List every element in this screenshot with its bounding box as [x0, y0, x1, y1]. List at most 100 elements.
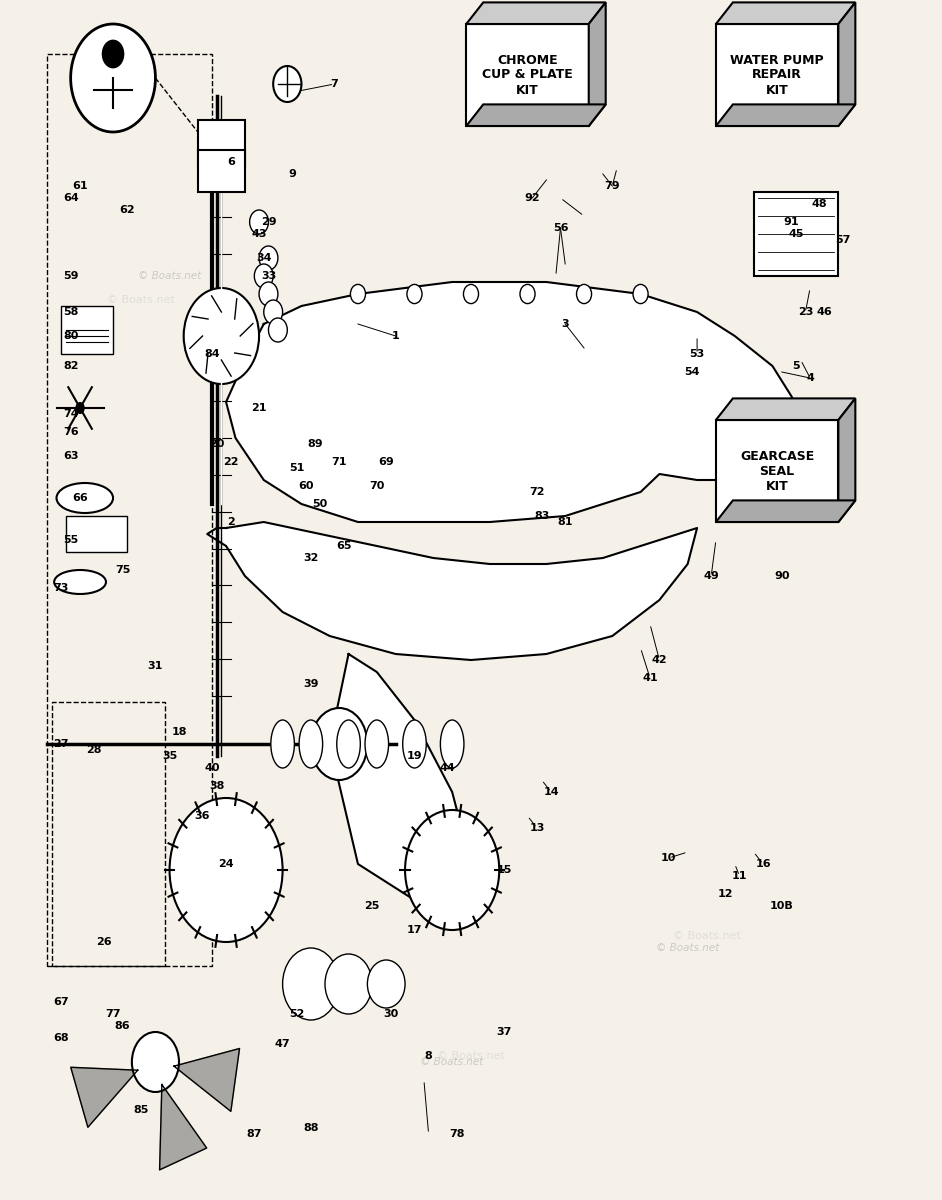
Text: © Boats.net: © Boats.net: [107, 295, 175, 305]
Text: 76: 76: [63, 427, 78, 437]
Text: 56: 56: [553, 223, 568, 233]
Text: 46: 46: [817, 307, 832, 317]
Text: 17: 17: [407, 925, 422, 935]
Bar: [754, 192, 838, 276]
Text: 59: 59: [63, 271, 78, 281]
Text: 63: 63: [63, 451, 78, 461]
Text: 65: 65: [336, 541, 351, 551]
Text: GEARCASE
SEAL
KIT: GEARCASE SEAL KIT: [740, 450, 814, 492]
Text: 5: 5: [792, 361, 800, 371]
Text: 68: 68: [54, 1033, 69, 1043]
Text: 10B: 10B: [770, 901, 794, 911]
Text: 72: 72: [529, 487, 544, 497]
Text: © Boats.net: © Boats.net: [420, 1057, 484, 1067]
Polygon shape: [466, 104, 606, 126]
Text: 47: 47: [275, 1039, 290, 1049]
Text: 91: 91: [784, 217, 799, 227]
Text: 37: 37: [496, 1027, 512, 1037]
Text: 32: 32: [303, 553, 318, 563]
Circle shape: [259, 246, 278, 270]
Bar: [198, 120, 245, 168]
Bar: [66, 516, 127, 552]
Circle shape: [132, 1032, 179, 1092]
Text: 83: 83: [534, 511, 549, 521]
Polygon shape: [716, 104, 855, 126]
Bar: [61, 306, 113, 354]
Ellipse shape: [271, 720, 294, 768]
Ellipse shape: [55, 570, 106, 594]
Circle shape: [350, 284, 365, 304]
Text: 20: 20: [209, 439, 224, 449]
Text: 13: 13: [529, 823, 544, 833]
Text: 64: 64: [63, 193, 78, 203]
Text: 22: 22: [223, 457, 238, 467]
Text: © Boats.net: © Boats.net: [673, 931, 740, 941]
Text: 80: 80: [63, 331, 78, 341]
Text: 43: 43: [252, 229, 267, 239]
Text: 85: 85: [134, 1105, 149, 1115]
Text: 55: 55: [63, 535, 78, 545]
Text: 26: 26: [96, 937, 111, 947]
Text: 79: 79: [605, 181, 620, 191]
Ellipse shape: [337, 720, 360, 768]
Circle shape: [407, 284, 422, 304]
Circle shape: [633, 284, 648, 304]
Bar: [52, 702, 165, 966]
Bar: [198, 150, 245, 192]
Polygon shape: [71, 1067, 138, 1127]
Text: 6: 6: [227, 157, 235, 167]
Polygon shape: [716, 500, 855, 522]
Text: 41: 41: [642, 673, 658, 683]
Text: 4: 4: [806, 373, 814, 383]
Text: 29: 29: [261, 217, 276, 227]
Text: 34: 34: [256, 253, 271, 263]
Text: 92: 92: [525, 193, 540, 203]
Text: 42: 42: [652, 655, 667, 665]
Text: 51: 51: [289, 463, 304, 473]
Text: 1: 1: [392, 331, 399, 341]
Text: 61: 61: [73, 181, 88, 191]
Ellipse shape: [57, 482, 113, 514]
Text: © Boats.net: © Boats.net: [138, 271, 202, 281]
Text: 48: 48: [812, 199, 827, 209]
Polygon shape: [716, 420, 838, 522]
Circle shape: [405, 810, 499, 930]
Circle shape: [325, 954, 372, 1014]
Text: 16: 16: [755, 859, 771, 869]
Circle shape: [268, 318, 287, 342]
Text: © Boats.net: © Boats.net: [656, 943, 720, 953]
Text: 30: 30: [383, 1009, 398, 1019]
Text: 86: 86: [115, 1021, 130, 1031]
Text: WATER PUMP
REPAIR
KIT: WATER PUMP REPAIR KIT: [730, 54, 824, 96]
Text: 45: 45: [788, 229, 804, 239]
Text: 33: 33: [261, 271, 276, 281]
Text: 3: 3: [561, 319, 569, 329]
Polygon shape: [838, 2, 855, 126]
Text: 78: 78: [449, 1129, 464, 1139]
Circle shape: [75, 402, 85, 414]
Text: 35: 35: [162, 751, 177, 761]
Text: 24: 24: [219, 859, 234, 869]
Circle shape: [102, 40, 124, 68]
Text: 8: 8: [425, 1051, 432, 1061]
Text: 87: 87: [247, 1129, 262, 1139]
Text: © Boats.net: © Boats.net: [437, 1051, 505, 1061]
Text: 67: 67: [54, 997, 69, 1007]
Polygon shape: [589, 2, 606, 126]
Text: 11: 11: [732, 871, 747, 881]
Text: 81: 81: [558, 517, 573, 527]
Text: 58: 58: [63, 307, 78, 317]
Circle shape: [71, 24, 155, 132]
Circle shape: [311, 708, 367, 780]
Text: 27: 27: [54, 739, 69, 749]
Polygon shape: [159, 1085, 206, 1170]
Text: 40: 40: [204, 763, 219, 773]
Ellipse shape: [300, 720, 322, 768]
Ellipse shape: [440, 720, 463, 768]
Text: 75: 75: [115, 565, 130, 575]
Text: 89: 89: [308, 439, 323, 449]
Circle shape: [264, 300, 283, 324]
Text: 38: 38: [209, 781, 224, 791]
Text: 90: 90: [774, 571, 789, 581]
Circle shape: [259, 282, 278, 306]
